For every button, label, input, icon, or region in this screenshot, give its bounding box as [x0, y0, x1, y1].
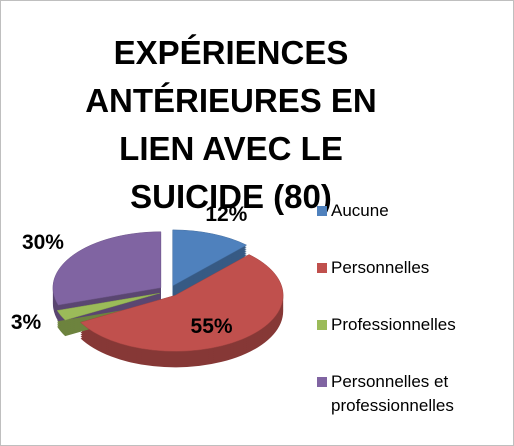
legend-label: Professionnelles — [331, 315, 456, 334]
legend-item: Personnelles et professionnelles — [317, 370, 507, 418]
legend-label: Aucune — [331, 201, 389, 220]
legend-swatch — [317, 263, 327, 273]
legend-item: Professionnelles — [317, 313, 456, 337]
legend-item: Aucune — [317, 199, 389, 223]
data-label: 55% — [191, 315, 233, 338]
legend-swatch — [317, 320, 327, 330]
slice — [52, 231, 162, 306]
slice — [172, 229, 248, 287]
chart-title: EXPÉRIENCES ANTÉRIEURES EN LIEN AVEC LE … — [85, 34, 377, 215]
legend-swatch — [317, 377, 327, 387]
legend-item: Personnelles — [317, 256, 429, 280]
legend-label: Personnelles et professionnelles — [331, 372, 454, 415]
slice — [79, 254, 284, 352]
legend-swatch — [317, 206, 327, 216]
slice — [56, 292, 160, 321]
data-label: 30% — [22, 231, 64, 254]
data-label: 12% — [205, 203, 247, 226]
data-label: 3% — [11, 311, 42, 334]
legend-label: Personnelles — [331, 258, 430, 277]
